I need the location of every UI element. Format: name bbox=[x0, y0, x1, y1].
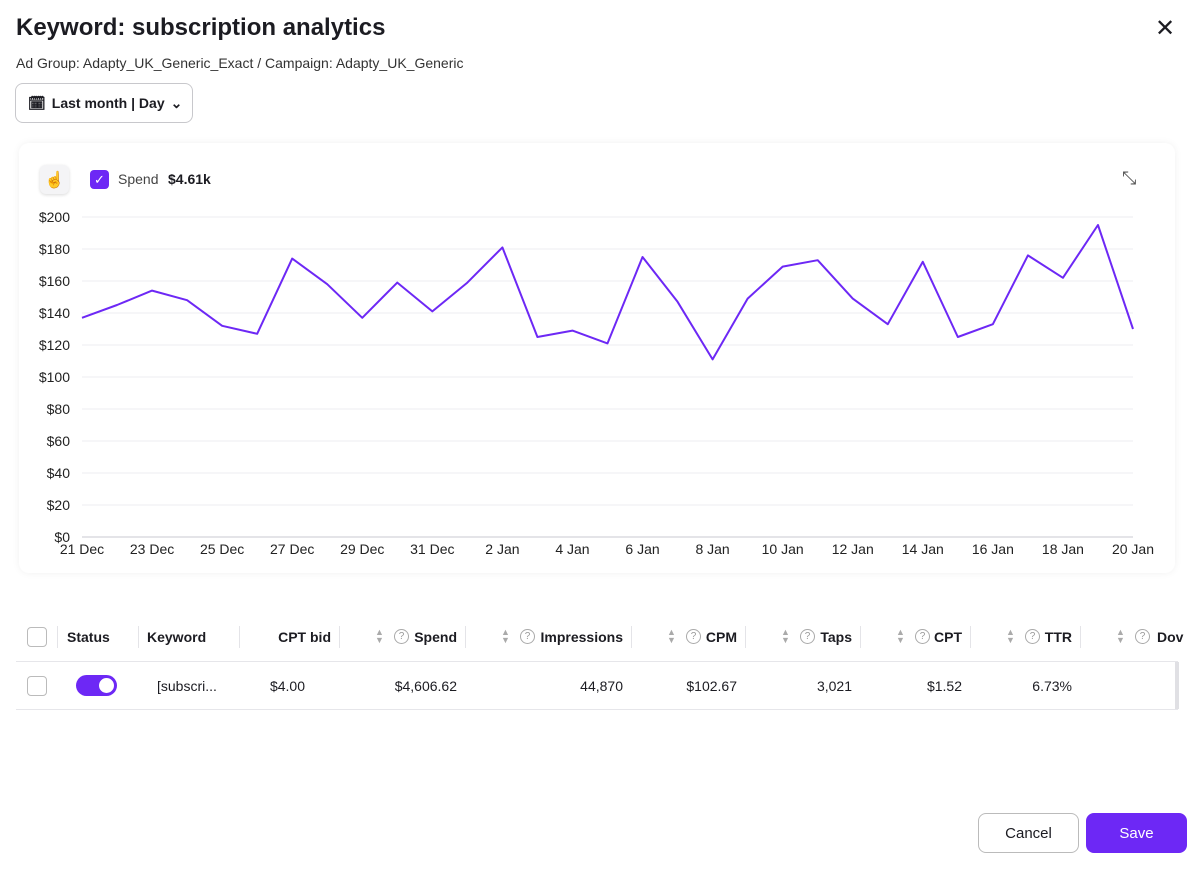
column-divider bbox=[57, 626, 58, 648]
sort-icon[interactable]: ▲ ▼ bbox=[501, 627, 510, 645]
column-divider bbox=[745, 626, 746, 648]
column-divider bbox=[631, 626, 632, 648]
taps-cell: 3,021 bbox=[816, 678, 852, 694]
spend-checkbox[interactable]: ✓ bbox=[90, 170, 109, 189]
x-tick-label: 23 Dec bbox=[130, 541, 174, 557]
y-tick-label: $20 bbox=[47, 497, 71, 513]
x-tick-label: 14 Jan bbox=[902, 541, 944, 557]
sort-icon[interactable]: ▲ ▼ bbox=[375, 627, 384, 645]
help-icon[interactable]: ? bbox=[1025, 629, 1040, 644]
x-tick-label: 31 Dec bbox=[410, 541, 454, 557]
x-tick-label: 10 Jan bbox=[762, 541, 804, 557]
pan-tool-button[interactable]: ☝ bbox=[40, 165, 69, 194]
x-tick-label: 6 Jan bbox=[625, 541, 659, 557]
x-tick-label: 2 Jan bbox=[485, 541, 519, 557]
hand-pointer-icon: ☝ bbox=[44, 171, 65, 189]
header-downloads[interactable]: Dov bbox=[1157, 629, 1184, 645]
status-toggle[interactable] bbox=[76, 675, 117, 696]
row-checkbox[interactable] bbox=[27, 676, 47, 696]
keyword-cell[interactable]: [subscri... bbox=[157, 678, 217, 694]
column-divider bbox=[339, 626, 340, 648]
x-tick-label: 21 Dec bbox=[60, 541, 104, 557]
header-taps[interactable]: Taps bbox=[820, 629, 852, 645]
y-tick-label: $180 bbox=[39, 241, 70, 257]
x-tick-label: 18 Jan bbox=[1042, 541, 1084, 557]
select-all-checkbox[interactable] bbox=[27, 627, 47, 647]
y-tick-label: $60 bbox=[47, 433, 71, 449]
header-cpm[interactable]: CPM bbox=[705, 629, 737, 645]
cpt-bid-cell: $4.00 bbox=[269, 678, 305, 694]
y-tick-label: $120 bbox=[39, 337, 70, 353]
header-keyword[interactable]: Keyword bbox=[147, 629, 207, 645]
header-cpt[interactable]: CPT bbox=[934, 629, 962, 645]
y-tick-label: $100 bbox=[39, 369, 70, 385]
help-icon[interactable]: ? bbox=[520, 629, 535, 644]
column-divider bbox=[860, 626, 861, 648]
y-tick-label: $160 bbox=[39, 273, 70, 289]
column-divider bbox=[239, 626, 240, 648]
header-ttr[interactable]: TTR bbox=[1044, 629, 1072, 645]
sort-icon[interactable]: ▲ ▼ bbox=[1116, 627, 1125, 645]
column-divider bbox=[138, 626, 139, 648]
spend-cell: $4,606.62 bbox=[394, 678, 457, 694]
calendar-icon: 🗓 bbox=[28, 94, 46, 111]
cpt-cell: $1.52 bbox=[926, 678, 962, 694]
help-icon[interactable]: ? bbox=[686, 629, 701, 644]
header-impressions[interactable]: Impressions bbox=[540, 629, 623, 645]
sort-icon[interactable]: ▲ ▼ bbox=[896, 627, 905, 645]
header-status[interactable]: Status bbox=[67, 629, 110, 645]
y-tick-label: $40 bbox=[47, 465, 71, 481]
spend-line bbox=[81, 224, 1134, 361]
x-tick-label: 29 Dec bbox=[340, 541, 384, 557]
x-tick-label: 27 Dec bbox=[270, 541, 314, 557]
sort-icon[interactable]: ▲ ▼ bbox=[781, 627, 790, 645]
legend-total: $4.61k bbox=[168, 171, 211, 187]
y-tick-label: $140 bbox=[39, 305, 70, 321]
row-divider bbox=[16, 661, 1178, 662]
help-icon[interactable]: ? bbox=[1135, 629, 1150, 644]
chart-card bbox=[19, 143, 1175, 573]
date-range-label: Last month | Day bbox=[51, 95, 165, 111]
x-tick-label: 8 Jan bbox=[695, 541, 729, 557]
column-divider bbox=[465, 626, 466, 648]
chevron-down-icon: ⌄ bbox=[170, 94, 183, 111]
collapse-icon[interactable]: ⤡ bbox=[1122, 168, 1137, 188]
legend-label: Spend bbox=[118, 171, 159, 187]
date-range-dropdown[interactable]: 🗓 Last month | Day ⌄ bbox=[15, 83, 193, 123]
column-divider bbox=[1080, 626, 1081, 648]
header-cpt-bid[interactable]: CPT bid bbox=[278, 629, 331, 645]
x-tick-label: 20 Jan bbox=[1112, 541, 1154, 557]
impressions-cell: 44,870 bbox=[580, 678, 623, 694]
y-tick-label: $80 bbox=[47, 401, 71, 417]
save-button[interactable]: Save bbox=[1086, 813, 1187, 853]
x-tick-label: 16 Jan bbox=[972, 541, 1014, 557]
ttr-cell: 6.73% bbox=[1032, 678, 1072, 694]
cpm-cell: $102.67 bbox=[686, 678, 737, 694]
sort-icon[interactable]: ▲ ▼ bbox=[1006, 627, 1015, 645]
help-icon[interactable]: ? bbox=[915, 629, 930, 644]
page-title: Keyword: subscription analytics bbox=[16, 14, 386, 41]
cancel-button[interactable]: Cancel bbox=[978, 813, 1079, 853]
close-icon[interactable]: ✕ bbox=[1155, 15, 1176, 42]
x-tick-label: 4 Jan bbox=[555, 541, 589, 557]
help-icon[interactable]: ? bbox=[394, 629, 409, 644]
sort-icon[interactable]: ▲ ▼ bbox=[667, 627, 676, 645]
x-tick-label: 12 Jan bbox=[832, 541, 874, 557]
y-tick-label: $200 bbox=[39, 209, 70, 225]
header-spend[interactable]: Spend bbox=[414, 629, 457, 645]
x-tick-label: 25 Dec bbox=[200, 541, 244, 557]
breadcrumb: Ad Group: Adapty_UK_Generic_Exact / Camp… bbox=[16, 55, 464, 71]
spend-chart: $0 $20 $40 $60 $80 $100 $120 $140 $160 $180 $200 21… bbox=[39, 209, 1154, 557]
horizontal-scrollbar[interactable] bbox=[1175, 662, 1179, 709]
row-divider bbox=[16, 709, 1178, 710]
column-divider bbox=[970, 626, 971, 648]
y-tick-label: $0 bbox=[54, 529, 70, 545]
help-icon[interactable]: ? bbox=[800, 629, 815, 644]
